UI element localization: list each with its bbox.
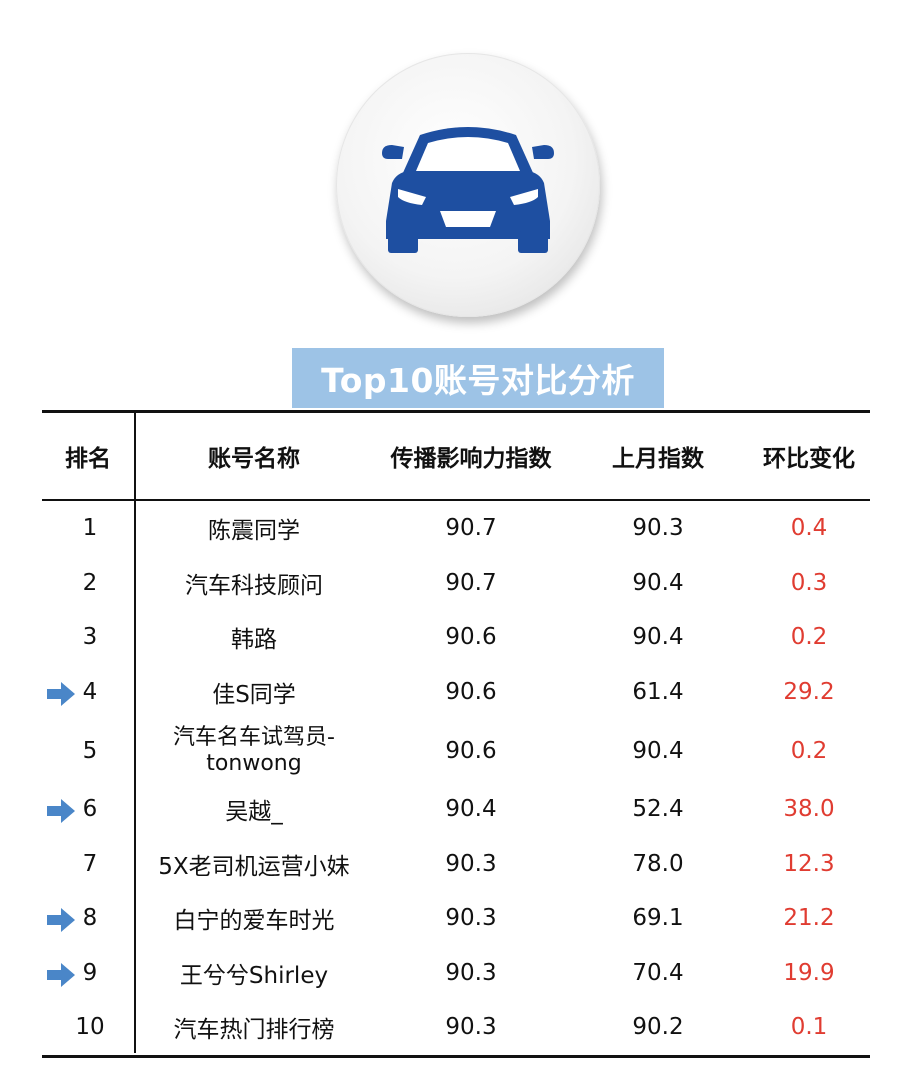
table-row: 1 陈震同学 90.7 90.3 0.4 [42, 501, 870, 556]
change-cell: 0.4 [790, 515, 828, 542]
rank-number: 7 [82, 850, 98, 877]
table-row: 5 汽车名车试驾员-tonwong 90.6 90.4 0.2 [42, 719, 870, 782]
rank-cell: 3 [42, 624, 134, 650]
rank-cell: 8 [42, 905, 134, 933]
influence-index-cell: 90.3 [445, 959, 497, 986]
rank-cell: 5 [42, 738, 134, 764]
last-month-index-cell: 90.4 [632, 737, 684, 764]
last-month-index-cell: 69.1 [632, 905, 684, 932]
influence-index-cell: 90.3 [445, 850, 497, 877]
rank-number: 6 [82, 796, 98, 823]
last-month-index-cell: 61.4 [632, 678, 684, 705]
change-cell: 0.2 [790, 737, 828, 764]
influence-index-cell: 90.7 [445, 569, 497, 596]
rank-number: 9 [82, 959, 98, 986]
change-cell: 0.1 [790, 1014, 828, 1041]
change-cell: 0.2 [790, 624, 828, 651]
table-row: 7 5X老司机运营小妹 90.3 78.0 12.3 [42, 837, 870, 892]
ranking-table: 排名 账号名称 传播影响力指数 上月指数 环比变化 1 陈震同学 90.7 90.3 0… [42, 410, 870, 1058]
influence-index-cell: 90.6 [445, 678, 497, 705]
rank-cell: 10 [42, 1014, 134, 1040]
last-month-index-cell: 78.0 [632, 850, 684, 877]
last-month-index-cell: 90.2 [632, 1014, 684, 1041]
table-row: 9 王兮兮Shirley 90.3 70.4 19.9 [42, 946, 870, 1001]
account-name-cell: 韩路 [231, 627, 277, 654]
influence-index-cell: 90.3 [445, 905, 497, 932]
rank-cell: 9 [42, 959, 134, 987]
change-cell: 38.0 [783, 796, 835, 823]
change-cell: 29.2 [783, 678, 835, 705]
table-row: 8 白宁的爱车时光 90.3 69.1 21.2 [42, 891, 870, 946]
last-month-index-cell: 90.3 [632, 515, 684, 542]
change-cell: 12.3 [783, 850, 835, 877]
last-month-index-cell: 52.4 [632, 796, 684, 823]
rank-number: 1 [82, 515, 98, 542]
arrow-right-icon [47, 799, 75, 824]
table-row: 6 吴越_ 90.4 52.4 38.0 [42, 782, 870, 837]
rank-number: 8 [82, 905, 98, 932]
table-body: 1 陈震同学 90.7 90.3 0.4 2 汽车科技顾问 90.7 90.4 0.3 3 韩路 90.… [42, 501, 870, 1055]
account-name-cell: 5X老司机运营小妹 [158, 853, 350, 880]
account-name-line1: 汽车名车试驾员- [173, 724, 335, 750]
table-row: 2 汽车科技顾问 90.7 90.4 0.3 [42, 556, 870, 611]
car-logo-badge [336, 53, 600, 317]
table-header-row: 排名 账号名称 传播影响力指数 上月指数 环比变化 [42, 413, 870, 501]
account-name-cell: 汽车热门排行榜 [173, 1017, 335, 1044]
column-divider [134, 410, 136, 1053]
change-cell: 19.9 [783, 959, 835, 986]
rank-cell: 4 [42, 678, 134, 706]
rank-cell: 7 [42, 851, 134, 877]
header-rank: 排名 [65, 446, 111, 472]
change-cell: 0.3 [790, 569, 828, 596]
account-name-line2: tonwong [206, 750, 302, 776]
rank-number: 2 [82, 569, 98, 596]
title-banner: Top10账号对比分析 [292, 348, 664, 408]
arrow-right-icon [47, 681, 75, 706]
rank-cell: 6 [42, 796, 134, 824]
account-name-cell: 吴越_ [225, 799, 283, 826]
account-name-cell: 佳S同学 [212, 681, 296, 708]
account-name-cell: 汽车科技顾问 [185, 572, 323, 599]
arrow-right-icon [47, 908, 75, 933]
rank-cell: 1 [42, 515, 134, 541]
influence-index-cell: 90.3 [445, 1014, 497, 1041]
arrow-right-icon [47, 962, 75, 987]
account-name-cell: 白宁的爱车时光 [173, 908, 335, 935]
table-row: 4 佳S同学 90.6 61.4 29.2 [42, 665, 870, 720]
last-month-index-cell: 90.4 [632, 624, 684, 651]
header-account-name: 账号名称 [208, 446, 300, 472]
header-influence-index: 传播影响力指数 [390, 446, 552, 472]
rank-number: 3 [82, 624, 98, 651]
influence-index-cell: 90.4 [445, 796, 497, 823]
table-row: 3 韩路 90.6 90.4 0.2 [42, 610, 870, 665]
rank-number: 4 [82, 678, 98, 705]
influence-index-cell: 90.7 [445, 515, 497, 542]
table-row: 10 汽车热门排行榜 90.3 90.2 0.1 [42, 1000, 870, 1055]
account-name-cell: 汽车名车试驾员-tonwong [134, 725, 374, 777]
header-last-month-index: 上月指数 [612, 446, 704, 472]
account-name-cell: 陈震同学 [208, 518, 300, 545]
car-front-icon [382, 127, 554, 253]
last-month-index-cell: 70.4 [632, 959, 684, 986]
rank-number: 10 [75, 1014, 105, 1041]
account-name-cell: 王兮兮Shirley [179, 962, 329, 989]
rank-number: 5 [82, 737, 98, 764]
last-month-index-cell: 90.4 [632, 569, 684, 596]
header-change: 环比变化 [763, 446, 855, 472]
influence-index-cell: 90.6 [445, 624, 497, 651]
change-cell: 21.2 [783, 905, 835, 932]
influence-index-cell: 90.6 [445, 737, 497, 764]
page-title: Top10账号对比分析 [321, 361, 635, 400]
rank-cell: 2 [42, 570, 134, 596]
